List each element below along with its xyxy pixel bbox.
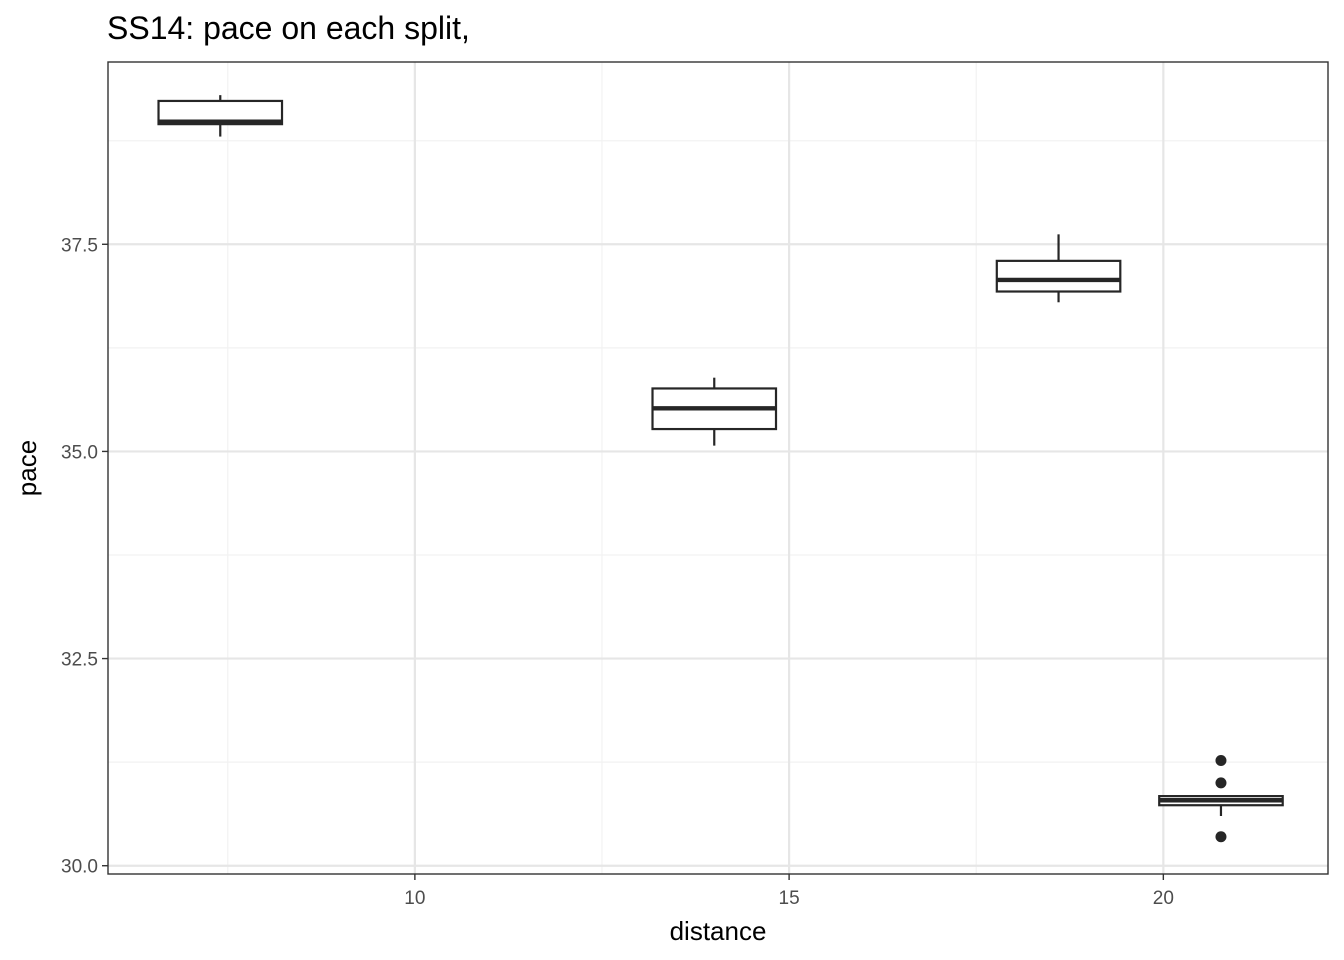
y-tick-label: 35.0 (61, 442, 98, 463)
chart-title: SS14: pace on each split, (107, 10, 470, 46)
x-tick-label: 10 (404, 888, 425, 909)
y-axis-ticks: 30.0 32.5 35.0 37.5 (61, 235, 108, 878)
x-axis-ticks: 10 15 20 (404, 874, 1174, 909)
box (157, 99, 284, 126)
outlier-point (1215, 777, 1227, 789)
boxplot-1 (157, 95, 284, 137)
x-axis-title: distance (670, 916, 767, 946)
outlier-point (1215, 831, 1227, 843)
y-axis-title: pace (12, 440, 42, 496)
panel-border (107, 61, 1329, 875)
x-tick-label: 20 (1153, 888, 1174, 909)
grid (108, 62, 1328, 874)
y-tick-label: 30.0 (61, 857, 98, 878)
boxplot-4 (1158, 754, 1284, 843)
y-tick-label: 37.5 (61, 235, 98, 256)
y-tick-label: 32.5 (61, 650, 98, 671)
x-tick-label: 15 (779, 888, 800, 909)
box (995, 259, 1122, 293)
outlier-point (1215, 754, 1227, 766)
boxplot-2 (651, 377, 778, 446)
boxplots (157, 95, 1284, 843)
boxplot-3 (995, 234, 1122, 303)
